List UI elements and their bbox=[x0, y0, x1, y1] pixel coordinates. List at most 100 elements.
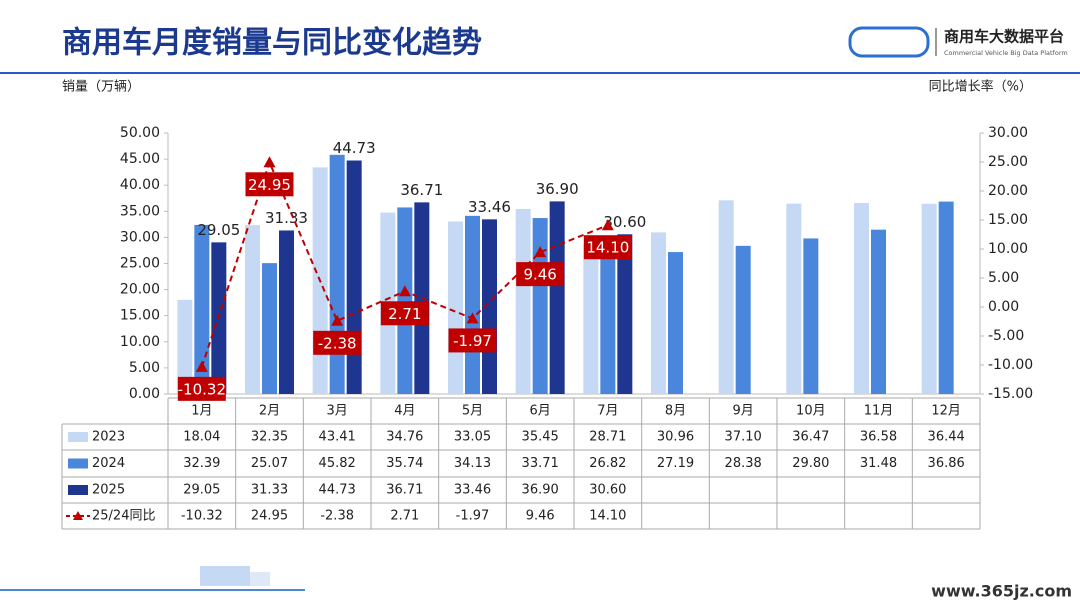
y-tick-label: 5.00 bbox=[129, 360, 160, 376]
x-tick-label: 7月 bbox=[597, 404, 618, 419]
table-cell: 9.46 bbox=[526, 509, 555, 524]
x-tick-label: 12月 bbox=[931, 404, 961, 419]
bar bbox=[346, 160, 362, 394]
table-cell: 45.82 bbox=[319, 456, 356, 471]
line-marker bbox=[601, 219, 614, 231]
line-label-box bbox=[177, 376, 226, 401]
table-cell: 36.71 bbox=[386, 483, 423, 498]
bar bbox=[465, 215, 480, 394]
line-label: 24.95 bbox=[248, 176, 291, 194]
table-cell: -10.32 bbox=[181, 509, 223, 524]
bar-label: 29.05 bbox=[197, 221, 240, 239]
line-label: -1.97 bbox=[453, 332, 492, 350]
table-cell: 36.47 bbox=[792, 430, 829, 445]
bar bbox=[583, 244, 599, 394]
y-axis-label: 销量（万辆） bbox=[62, 80, 140, 95]
bar bbox=[651, 232, 666, 394]
table-cell: 14.10 bbox=[589, 509, 626, 524]
truck-decoration bbox=[0, 566, 305, 591]
y2-tick-label: -10.00 bbox=[988, 357, 1033, 373]
table-cell: 29.05 bbox=[183, 483, 220, 498]
table-cell: 36.44 bbox=[928, 430, 965, 445]
y-tick-label: 10.00 bbox=[120, 334, 160, 350]
y2-tick-label: 30.00 bbox=[988, 125, 1028, 141]
x-tick-label: 10月 bbox=[796, 404, 826, 419]
table-cell: 32.35 bbox=[251, 430, 288, 445]
line-label: 2.71 bbox=[388, 305, 421, 323]
x-tick-label: 6月 bbox=[530, 404, 551, 419]
y2-tick-label: -5.00 bbox=[988, 328, 1024, 344]
table-cell: 28.38 bbox=[725, 456, 762, 471]
y-tick-label: 40.00 bbox=[120, 177, 160, 193]
bar bbox=[803, 238, 819, 394]
y-tick-label: 0.00 bbox=[129, 386, 160, 402]
table-cell: 25.07 bbox=[251, 456, 288, 471]
table-cell: 32.39 bbox=[183, 456, 220, 471]
x-tick-label: 11月 bbox=[864, 404, 894, 419]
y2-tick-label: 25.00 bbox=[988, 154, 1028, 170]
x-tick-label: 3月 bbox=[327, 404, 348, 419]
table-cell: 35.45 bbox=[522, 430, 559, 445]
table-cell: 43.41 bbox=[319, 430, 356, 445]
y2-axis-label: 同比增长率（%） bbox=[929, 79, 1032, 95]
bar-label: 36.90 bbox=[536, 180, 579, 198]
line-marker bbox=[263, 156, 276, 168]
legend-label: 2024 bbox=[92, 456, 125, 471]
line-label-box bbox=[380, 301, 429, 326]
bar bbox=[938, 201, 954, 394]
line-marker bbox=[331, 314, 344, 326]
bar bbox=[194, 224, 210, 394]
table-cell: 29.80 bbox=[792, 456, 829, 471]
legend-swatch bbox=[68, 485, 88, 495]
bar bbox=[414, 202, 430, 394]
bar-label: 31.33 bbox=[265, 209, 308, 227]
line-label-box bbox=[448, 328, 497, 353]
table-cell: 33.05 bbox=[454, 430, 491, 445]
y-tick-label: 25.00 bbox=[120, 256, 160, 272]
line-marker bbox=[534, 246, 547, 258]
y-tick-label: 35.00 bbox=[120, 203, 160, 219]
legend-swatch bbox=[73, 511, 83, 520]
watermark: www.365jz.com bbox=[931, 582, 1072, 601]
bar bbox=[921, 203, 937, 394]
bar-label: 36.71 bbox=[400, 181, 443, 199]
table-cell: 33.46 bbox=[454, 483, 491, 498]
table-cell: 33.71 bbox=[522, 456, 559, 471]
bar bbox=[718, 200, 734, 394]
table-cell: 30.60 bbox=[589, 483, 626, 498]
table-cell: 44.73 bbox=[319, 483, 356, 498]
y-tick-label: 50.00 bbox=[120, 125, 160, 141]
x-tick-label: 2月 bbox=[259, 404, 280, 419]
y-tick-label: 45.00 bbox=[120, 151, 160, 167]
legend-label: 25/24同比 bbox=[92, 509, 155, 524]
table-cell: -2.38 bbox=[320, 509, 354, 524]
line-label-box bbox=[245, 172, 294, 197]
line-label-box bbox=[516, 262, 565, 287]
table-cell: 27.19 bbox=[657, 456, 694, 471]
legend-label: 2025 bbox=[92, 483, 125, 498]
y-tick-label: 20.00 bbox=[120, 282, 160, 298]
page-title: 商用车月度销量与同比变化趋势 bbox=[62, 26, 482, 61]
bar-label: 33.46 bbox=[468, 198, 511, 216]
table-cell: 31.48 bbox=[860, 456, 897, 471]
table-cell: 26.82 bbox=[589, 456, 626, 471]
table-cell: 2.71 bbox=[390, 509, 419, 524]
legend-swatch bbox=[68, 432, 88, 442]
table-cell: 34.13 bbox=[454, 456, 491, 471]
bar bbox=[871, 229, 886, 394]
bar bbox=[735, 245, 751, 394]
bar bbox=[854, 203, 869, 394]
bar-label: 30.60 bbox=[603, 213, 646, 231]
table-cell: 30.96 bbox=[657, 430, 694, 445]
y2-tick-label: 0.00 bbox=[988, 299, 1019, 315]
logo-icon bbox=[848, 26, 930, 58]
line-marker bbox=[195, 360, 208, 372]
y2-tick-label: 10.00 bbox=[988, 241, 1028, 257]
x-tick-label: 4月 bbox=[394, 404, 415, 419]
table-cell: 36.58 bbox=[860, 430, 897, 445]
y2-tick-label: -15.00 bbox=[988, 386, 1033, 402]
table-cell: 31.33 bbox=[251, 483, 288, 498]
x-tick-label: 9月 bbox=[733, 404, 754, 419]
line-marker bbox=[398, 285, 411, 297]
